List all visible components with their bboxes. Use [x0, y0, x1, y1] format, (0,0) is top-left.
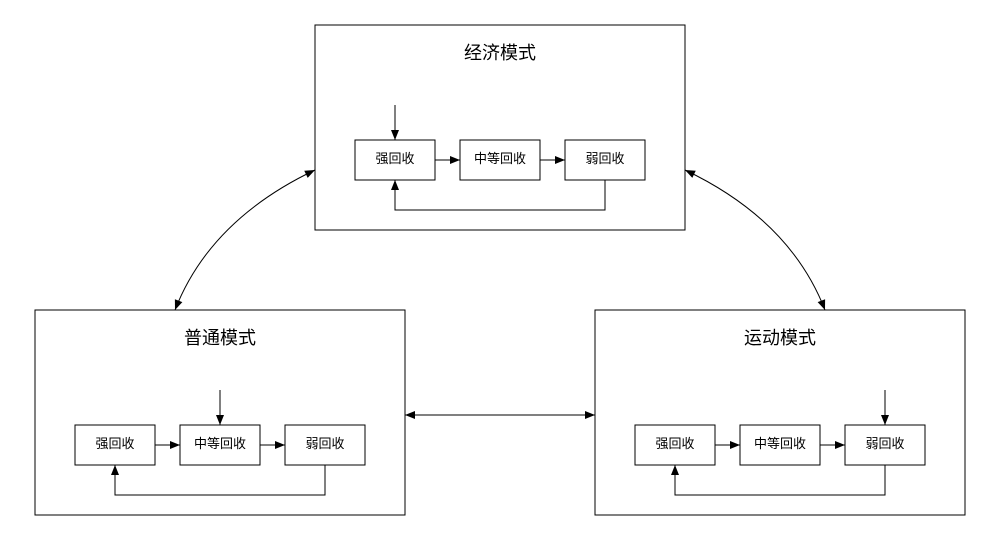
mode-right: 运动模式强回收 中等回收 弱回收 — [595, 310, 965, 515]
mode-left-title: 普通模式 — [184, 328, 256, 348]
mode-left-sublabel-1: 中等回收 — [194, 436, 246, 451]
mode-top-sublabel-1: 中等回收 — [474, 151, 526, 166]
mode-top: 经济模式强回收 中等回收 弱回收 — [315, 25, 685, 230]
mode-right-sublabel-0: 强回收 — [655, 436, 694, 451]
mode-top-sublabel-0: 强回收 — [375, 151, 414, 166]
mode-left: 普通模式强回收 中等回收 弱回收 — [35, 310, 405, 515]
mode-right-title: 运动模式 — [744, 328, 816, 348]
mode-top-sublabel-2: 弱回收 — [585, 151, 624, 166]
mode-left-sublabel-2: 弱回收 — [305, 436, 344, 451]
mode-right-sublabel-2: 弱回收 — [865, 436, 904, 451]
mode-top-title: 经济模式 — [464, 43, 536, 63]
mode-right-sublabel-1: 中等回收 — [754, 436, 806, 451]
mode-left-sublabel-0: 强回收 — [95, 436, 134, 451]
